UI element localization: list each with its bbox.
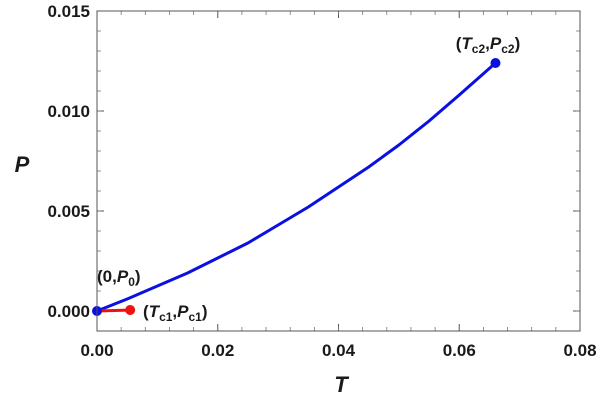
x-tick-label: 0.08 [563, 341, 596, 360]
y-tick-label: 0.010 [47, 102, 90, 121]
ticks [96, 10, 581, 332]
x-axis-title: T [334, 372, 349, 397]
series-line-0 [95, 61, 497, 313]
annotation-tc2-pc2: (Tc2,Pc2) [456, 34, 521, 56]
series-line-1 [95, 308, 132, 313]
tick-labels: 0.00 0.02 0.04 0.06 0.08 0.000 0.005 0.010 0.015 [47, 2, 596, 360]
y-tick-label: 0.000 [47, 302, 90, 321]
critical-point-1 [125, 305, 136, 315]
critical-point-0 [490, 58, 501, 68]
y-axis-title: P [15, 152, 30, 177]
x-tick-label: 0.02 [201, 341, 234, 360]
critical-points [92, 58, 501, 316]
annotation-origin-p0: (0,P0) [97, 267, 141, 289]
y-tick-label: 0.015 [47, 2, 90, 21]
x-tick-label: 0.06 [443, 341, 476, 360]
series-lines [95, 61, 497, 313]
x-tick-label: 0.04 [322, 341, 356, 360]
y-tick-label: 0.005 [47, 202, 90, 221]
plot-frame [96, 10, 581, 332]
x-tick-label: 0.00 [80, 341, 113, 360]
annotation-tc1-pc1: (Tc1,Pc1) [143, 302, 208, 324]
